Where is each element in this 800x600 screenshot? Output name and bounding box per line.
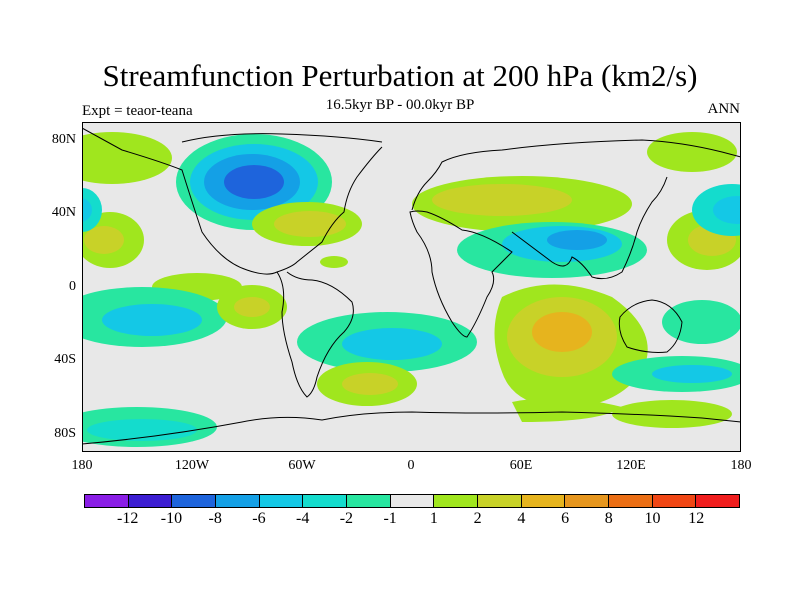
north-america-coast — [82, 127, 383, 275]
lon-tick-label: 180 — [730, 458, 752, 473]
colorbar — [84, 494, 741, 508]
colorbar-tick-label: -6 — [252, 510, 266, 527]
season-label: ANN — [707, 101, 741, 117]
map-svg — [82, 122, 741, 452]
contour-region — [547, 230, 607, 250]
colorbar-tick-label: 12 — [688, 510, 705, 527]
contour-region — [274, 211, 346, 237]
colorbar-swatch — [258, 494, 303, 508]
colorbar-swatch — [171, 494, 216, 508]
colorbar-tick-label: 10 — [644, 510, 661, 527]
lat-tick-label: 40S — [54, 352, 76, 367]
lat-tick-label: 80S — [54, 426, 76, 441]
arctic-coast — [181, 133, 383, 143]
contour-fill-layer — [82, 132, 741, 447]
colorbar-tick-label: -10 — [160, 510, 183, 527]
antarctica-coast — [82, 411, 741, 445]
contour-region — [234, 297, 270, 317]
lon-tick-label: 0 — [407, 458, 415, 473]
contour-region — [432, 184, 572, 216]
colorbar-swatch — [651, 494, 696, 508]
eurasia-north-coast — [411, 139, 741, 211]
colorbar-tick-label: -4 — [295, 510, 310, 527]
contour-region — [713, 196, 741, 224]
lon-tick-label: 60E — [509, 458, 533, 473]
lon-tick-label: 180 — [71, 458, 93, 473]
contour-region — [342, 373, 398, 395]
contour-region — [662, 300, 741, 344]
contour-region — [652, 365, 732, 383]
map-panel — [82, 122, 741, 452]
colorbar-swatch — [389, 494, 434, 508]
map-frame — [82, 122, 741, 452]
colorbar-swatch — [346, 494, 390, 508]
colorbar-swatch — [433, 494, 478, 508]
contour-region — [102, 304, 202, 336]
colorbar-tick-label: -2 — [339, 510, 354, 527]
colorbar-tick-label: -12 — [117, 510, 139, 527]
colorbar-swatch — [608, 494, 652, 508]
colorbar-swatch — [215, 494, 259, 508]
lon-tick-label: 60W — [288, 458, 316, 473]
lat-tick-label: 0 — [69, 279, 76, 294]
colorbar-swatch — [477, 494, 521, 508]
colorbar-tick-label: -1 — [383, 510, 397, 527]
colorbar-tick-label: -8 — [208, 510, 222, 527]
contour-region — [320, 256, 348, 268]
contour-region — [84, 226, 124, 254]
experiment-label: Expt = teaor-teana — [82, 103, 193, 119]
lat-tick-label: 40N — [51, 205, 76, 220]
colorbar-tick-label: 6 — [561, 510, 570, 527]
colorbar-tick-label: 1 — [429, 510, 438, 527]
lat-tick-label: 80N — [51, 132, 76, 147]
colorbar-swatch — [520, 494, 565, 508]
colorbar-tick-label: 2 — [473, 510, 482, 527]
contour-region — [512, 398, 622, 422]
south-asia-coast — [511, 176, 668, 280]
colorbar-tick-label: 8 — [604, 510, 613, 527]
africa-coast — [409, 210, 513, 338]
colorbar-swatch — [302, 494, 347, 508]
plot-title: Streamfunction Perturbation at 200 hPa (… — [102, 58, 698, 93]
colorbar-swatch — [127, 494, 172, 508]
colorbar-swatch — [84, 494, 128, 508]
colorbar-tick-label: 4 — [517, 510, 526, 527]
period-label: 16.5kyr BP - 00.0kyr BP — [325, 97, 475, 113]
contour-region — [224, 165, 284, 199]
south-america-coast — [276, 271, 354, 398]
colorbar-swatch — [564, 494, 609, 508]
contour-region — [82, 198, 92, 222]
lon-tick-label: 120W — [174, 458, 210, 473]
contour-region — [532, 312, 592, 352]
contour-region — [342, 328, 442, 360]
colorbar-swatch — [695, 494, 741, 508]
contour-region — [82, 132, 172, 184]
coastline-layer — [82, 127, 741, 445]
contour-region — [612, 400, 732, 428]
lon-tick-label: 120E — [616, 458, 646, 473]
contour-region — [87, 419, 197, 441]
australia-coast — [618, 299, 683, 353]
